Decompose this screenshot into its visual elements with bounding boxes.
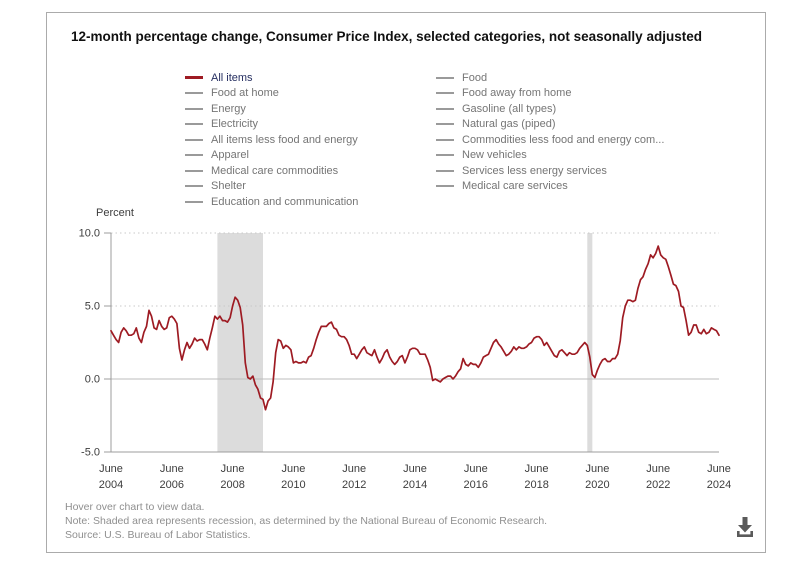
legend-swatch <box>436 92 454 95</box>
legend-swatch <box>436 107 454 110</box>
legend-label: Medical care services <box>462 180 568 193</box>
x-tick-label-month: June <box>160 463 184 475</box>
legend-item-natural-gas-piped[interactable]: Natural gas (piped) <box>436 117 664 133</box>
legend-label: Natural gas (piped) <box>462 118 556 131</box>
x-tick-label-month: June <box>646 463 670 475</box>
legend-swatch <box>185 138 203 141</box>
legend-item-shelter[interactable]: Shelter <box>185 179 358 195</box>
legend-item-commodities-less-food-and-energy-com[interactable]: Commodities less food and energy com... <box>436 132 664 148</box>
x-tick-label-month: June <box>342 463 366 475</box>
x-tick-label-year: 2004 <box>99 479 123 491</box>
x-tick-label-month: June <box>585 463 609 475</box>
legend-label: Services less energy services <box>462 164 607 177</box>
legend-swatch <box>185 123 203 126</box>
chart-footer: Hover over chart to view data. Note: Sha… <box>65 501 547 543</box>
legend-label: Commodities less food and energy com... <box>462 133 665 146</box>
legend-swatch <box>185 200 203 203</box>
legend-item-services-less-energy-services[interactable]: Services less energy services <box>436 163 664 179</box>
legend-label: New vehicles <box>462 149 527 162</box>
legend-swatch <box>185 185 203 188</box>
x-tick-label-month: June <box>525 463 549 475</box>
legend-label: Energy <box>211 102 246 115</box>
legend-item-education-and-communication[interactable]: Education and communication <box>185 194 358 210</box>
legend-item-gasoline-all-types[interactable]: Gasoline (all types) <box>436 101 664 117</box>
legend-label: Education and communication <box>211 195 359 208</box>
legend-swatch <box>436 76 454 79</box>
x-tick-label-month: June <box>221 463 245 475</box>
legend-item-food-at-home[interactable]: Food at home <box>185 86 358 102</box>
chart-panel: 12-month percentage change, Consumer Pri… <box>46 12 766 553</box>
all-items-series-line[interactable] <box>110 245 720 411</box>
x-tick-label-month: June <box>707 463 731 475</box>
recession-note: Note: Shaded area represents recession, … <box>65 514 548 527</box>
legend-item-all-items[interactable]: All items <box>185 70 358 86</box>
legend-label: Food away from home <box>462 87 572 100</box>
chart-title: 12-month percentage change, Consumer Pri… <box>71 29 702 44</box>
legend-item-electricity[interactable]: Electricity <box>185 117 358 133</box>
y-tick-label: -5.0 <box>81 447 100 459</box>
legend-item-all-items-less-food-and-energy[interactable]: All items less food and energy <box>185 132 358 148</box>
legend-label: Shelter <box>211 180 246 193</box>
x-tick-label-month: June <box>281 463 305 475</box>
legend-label: Apparel <box>211 149 249 162</box>
x-tick-label-year: 2012 <box>342 479 366 491</box>
download-button[interactable] <box>731 513 759 543</box>
legend-swatch <box>185 92 203 95</box>
download-icon <box>737 517 753 537</box>
y-tick-label: 0.0 <box>85 374 100 386</box>
hover-hint: Hover over chart to view data. <box>65 501 205 513</box>
legend-swatch <box>185 76 203 80</box>
legend-label: Electricity <box>211 118 259 131</box>
legend-swatch <box>185 154 203 157</box>
x-tick-label-year: 2018 <box>524 479 548 491</box>
legend-swatch <box>436 138 454 141</box>
legend-item-food-away-from-home[interactable]: Food away from home <box>436 86 664 102</box>
legend-label: All items <box>211 71 253 84</box>
legend-label: Food <box>462 71 488 84</box>
legend-label: Gasoline (all types) <box>462 102 557 115</box>
legend-item-food[interactable]: Food <box>436 70 664 86</box>
legend-label: All items less food and energy <box>211 133 358 146</box>
legend-swatch <box>185 107 203 110</box>
x-tick-label-year: 2024 <box>707 479 731 491</box>
x-tick-label-year: 2016 <box>464 479 488 491</box>
legend-swatch <box>436 123 454 126</box>
legend-item-apparel[interactable]: Apparel <box>185 148 358 164</box>
legend-swatch <box>436 185 454 188</box>
recession-band <box>217 233 263 452</box>
x-tick-label-year: 2020 <box>585 479 609 491</box>
x-tick-label-year: 2010 <box>281 479 305 491</box>
legend-item-energy[interactable]: Energy <box>185 101 358 117</box>
legend-column-2: Food Food away from home Gasoline (all typ… <box>436 70 664 194</box>
source-note: Source: U.S. Bureau of Labor Statistics. <box>65 528 251 541</box>
x-tick-label-year: 2008 <box>220 479 244 491</box>
cpi-line-chart[interactable]: 10.0 5.0 0.0 -5.0 June 2004 June 2006 June 2008 Ju… <box>47 223 767 503</box>
legend-swatch <box>436 154 454 157</box>
legend-label: Medical care commodities <box>211 164 339 177</box>
legend-item-new-vehicles[interactable]: New vehicles <box>436 148 664 164</box>
legend-item-medical-care-commodities[interactable]: Medical care commodities <box>185 163 358 179</box>
y-tick-label: 10.0 <box>79 228 100 240</box>
legend-swatch <box>436 169 454 172</box>
y-axis-title: Percent <box>96 207 134 219</box>
x-tick-label-year: 2014 <box>403 479 427 491</box>
legend-column-1: All items Food at home Energy Electricity Al… <box>185 70 358 210</box>
legend-label: Food at home <box>211 87 279 100</box>
y-tick-label: 5.0 <box>85 301 100 313</box>
x-tick-label-year: 2006 <box>160 479 184 491</box>
legend-item-medical-care-services[interactable]: Medical care services <box>436 179 664 195</box>
x-tick-label-year: 2022 <box>646 479 670 491</box>
x-tick-label-month: June <box>403 463 427 475</box>
recession-band <box>587 233 593 452</box>
x-tick-label-month: June <box>99 463 123 475</box>
x-tick-label-month: June <box>464 463 488 475</box>
legend-swatch <box>185 169 203 172</box>
